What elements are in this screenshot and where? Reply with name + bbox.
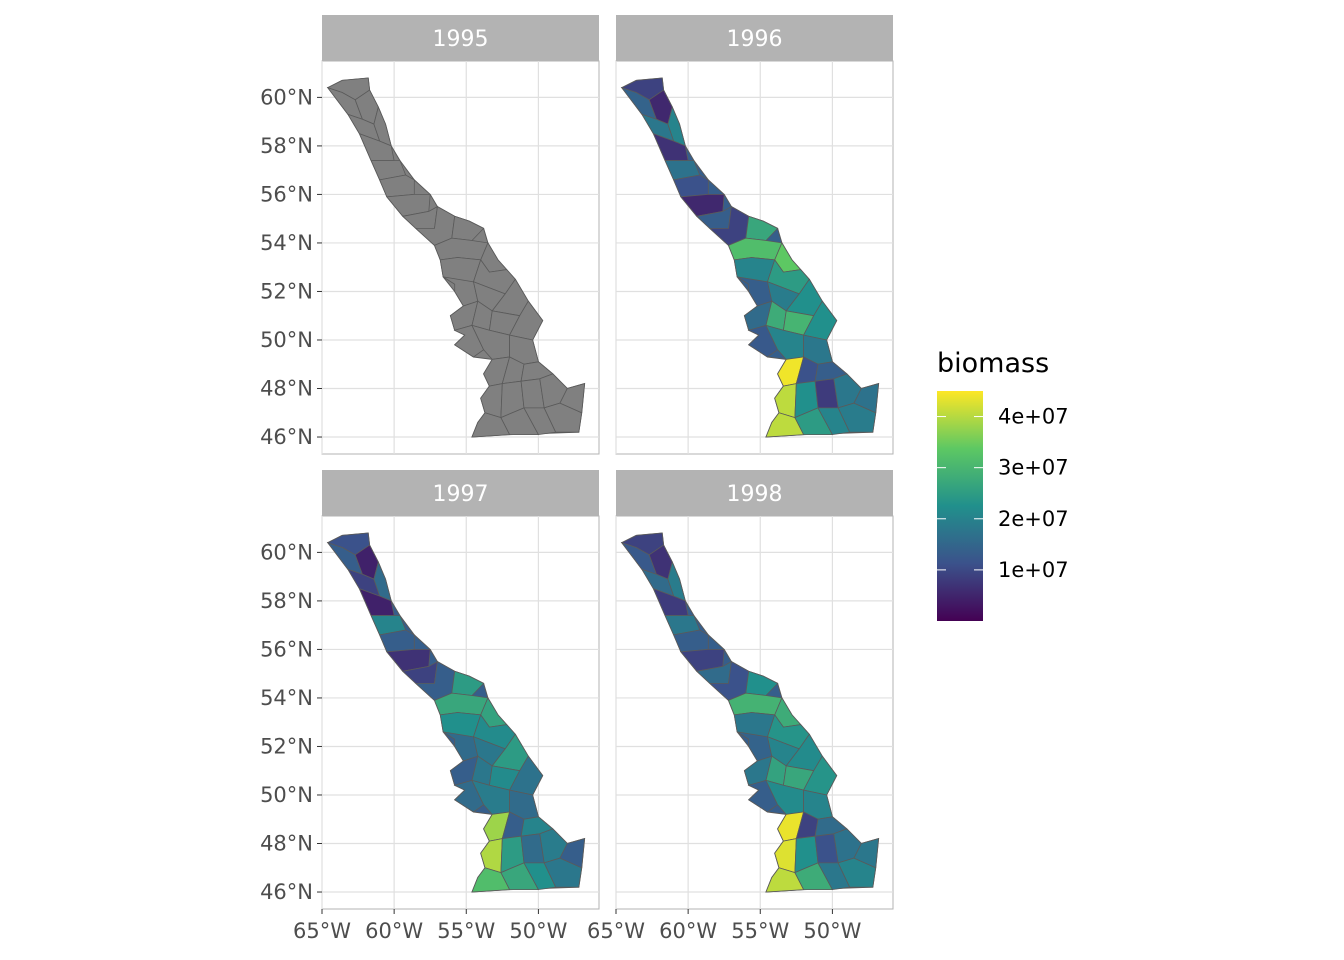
region-polygon [509, 300, 544, 341]
lat-tick-label: 54°N [260, 686, 313, 710]
region-polygon [664, 615, 701, 636]
region-polygon [652, 588, 689, 616]
region-polygon [451, 670, 485, 696]
lon-tick-label: 50°W [509, 919, 567, 943]
legend-title: biomass [937, 348, 1049, 379]
map-panel-1995: 1995 [321, 15, 600, 455]
region-polygon [386, 193, 431, 217]
lat-tick-label: 50°N [260, 328, 313, 352]
map-panel-1996: 1996 [615, 15, 894, 455]
region-polygon [451, 215, 485, 241]
region-polygon [664, 160, 701, 181]
region-polygon [370, 615, 407, 636]
lon-tick-label: 55°W [731, 919, 789, 943]
region-polygon [509, 755, 544, 796]
region-polygon [853, 838, 880, 869]
lat-tick-label: 58°N [260, 589, 313, 613]
lat-tick-label: 52°N [260, 734, 313, 758]
region-polygon [745, 215, 779, 241]
region-polygon [673, 174, 709, 198]
region-polygon [379, 629, 415, 653]
lon-tick-label: 60°W [659, 919, 717, 943]
lon-tick-label: 65°W [293, 919, 351, 943]
region-polygon [373, 105, 392, 147]
lat-tick-label: 46°N [260, 880, 313, 904]
region-polygon [559, 838, 586, 869]
facet-strip [616, 15, 893, 61]
region-polygon [673, 629, 709, 653]
lat-tick-label: 50°N [260, 783, 313, 807]
region-polygon [680, 193, 725, 217]
region-polygon [652, 133, 689, 161]
region-polygon [471, 412, 511, 438]
facet-strip-label: 1996 [727, 27, 783, 52]
facet-strip [322, 15, 599, 61]
lat-tick-label: 56°N [260, 182, 313, 206]
facet-strip-label: 1997 [433, 482, 489, 507]
region-polygon [667, 105, 686, 147]
region-polygon [358, 133, 395, 161]
facet-strip [616, 470, 893, 516]
facet-strip [322, 470, 599, 516]
region-polygon [765, 867, 805, 893]
region-polygon [745, 670, 779, 696]
region-polygon [471, 867, 511, 893]
region-polygon [358, 588, 395, 616]
lat-tick-label: 54°N [260, 231, 313, 255]
region-polygon [543, 402, 583, 433]
legend-tick-label: 2e+07 [998, 507, 1069, 531]
region-polygon [559, 383, 586, 414]
lon-tick-label: 55°W [437, 919, 495, 943]
facet-strip-label: 1995 [433, 27, 489, 52]
region-polygon [803, 300, 838, 341]
lat-tick-label: 52°N [260, 279, 313, 303]
lon-tick-label: 65°W [587, 919, 645, 943]
region-polygon [837, 857, 877, 888]
map-panel-1997: 1997 [321, 470, 600, 910]
region-polygon [386, 649, 431, 672]
region-polygon [853, 383, 880, 414]
lat-tick-label: 46°N [260, 425, 313, 449]
legend-tick-label: 1e+07 [998, 558, 1069, 582]
region-polygon [543, 857, 583, 888]
lat-tick-label: 56°N [260, 637, 313, 661]
region-polygon [765, 412, 805, 438]
facet-strip-label: 1998 [727, 482, 783, 507]
region-polygon [837, 402, 877, 433]
lat-tick-label: 48°N [260, 377, 313, 401]
region-polygon [373, 560, 392, 602]
biomass-legend: biomass 4e+07 3e+07 2e+07 1e+07 [937, 348, 1069, 621]
lat-tick-label: 58°N [260, 134, 313, 158]
region-polygon [803, 755, 838, 796]
lat-tick-label: 48°N [260, 832, 313, 856]
lat-tick-label: 60°N [260, 85, 313, 109]
legend-colorbar [937, 391, 983, 621]
region-polygon [680, 649, 725, 672]
region-polygon [379, 174, 415, 198]
lon-tick-label: 50°W [803, 919, 861, 943]
region-polygon [667, 560, 686, 602]
lat-tick-label: 60°N [260, 540, 313, 564]
lon-tick-label: 60°W [365, 919, 423, 943]
region-polygon [370, 160, 407, 181]
legend-tick-label: 3e+07 [998, 456, 1069, 480]
legend-tick-label: 4e+07 [998, 405, 1069, 429]
map-panel-1998: 1998 [615, 470, 894, 910]
